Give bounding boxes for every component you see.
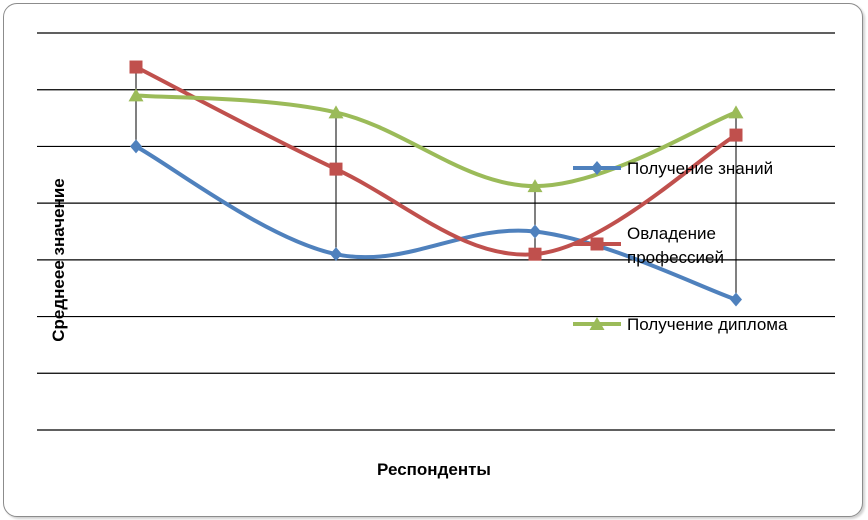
legend-label: Получение знаний [627,159,773,178]
series-2 [129,60,743,261]
data-point [529,224,541,239]
series-3 [128,88,744,193]
x-axis-title: Респонденты [377,460,491,479]
data-point [128,88,144,102]
data-point [527,179,543,193]
legend: Получение знаний Овладение профессией Получ… [573,159,788,334]
series-layer [128,60,744,307]
legend-label: профессией [627,248,724,267]
legend-item: Получение знаний [573,159,773,178]
legend-item: Получение диплома [573,315,788,334]
data-point [729,128,743,142]
data-point [328,105,344,119]
series-line [134,65,738,257]
data-point [528,247,542,261]
drop-lines [135,67,737,300]
series-1 [130,139,742,307]
legend-label: Овладение [627,224,716,243]
data-point [130,139,142,154]
gridlines [37,32,835,431]
legend-label: Получение диплома [627,315,788,334]
legend-item: Овладение профессией [573,224,724,267]
series-line [134,144,738,302]
legend-marker [589,317,605,330]
legend-marker [590,237,604,251]
legend-marker [591,161,603,175]
data-point [329,162,343,176]
data-point [728,105,744,119]
series-line [134,93,738,189]
y-axis-title: Среднеее значение [49,178,68,342]
data-point [129,60,143,74]
data-point [730,292,742,307]
data-point [330,247,342,262]
